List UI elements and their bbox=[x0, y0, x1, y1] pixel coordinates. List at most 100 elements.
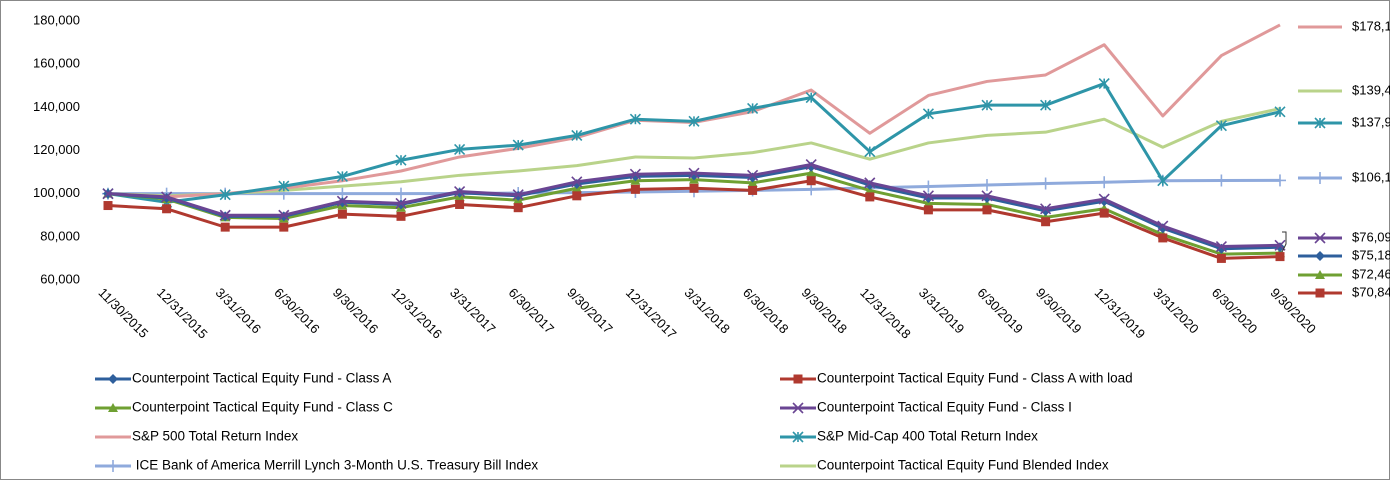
legend-label: Counterpoint Tactical Equity Fund - Clas… bbox=[132, 400, 393, 415]
marker-shape bbox=[1275, 252, 1285, 262]
point-marker bbox=[1157, 220, 1169, 232]
y-tick-label: 180,000 bbox=[33, 12, 80, 27]
marker-shape bbox=[162, 204, 172, 214]
point-marker bbox=[629, 168, 641, 180]
point-marker bbox=[219, 189, 231, 201]
point-marker bbox=[395, 197, 407, 209]
y-tick-label: 160,000 bbox=[33, 56, 80, 71]
point-marker bbox=[396, 211, 406, 221]
y-tick-label: 60,000 bbox=[40, 271, 80, 286]
series-line bbox=[107, 107, 1281, 198]
end-value-label: $72,464 bbox=[1352, 266, 1390, 281]
point-marker bbox=[747, 169, 759, 181]
marker-shape bbox=[220, 222, 230, 232]
marker-stroke bbox=[512, 189, 524, 201]
point-marker bbox=[922, 190, 934, 202]
end-value-label: $139,431 bbox=[1352, 82, 1390, 97]
point-marker bbox=[1041, 217, 1051, 227]
marker-stroke bbox=[102, 188, 114, 200]
end-value-label: $178,190 bbox=[1352, 18, 1390, 33]
point-marker bbox=[1040, 99, 1052, 111]
legend-label: S&P Mid-Cap 400 Total Return Index bbox=[817, 429, 1038, 444]
point-marker bbox=[454, 185, 466, 198]
point-marker bbox=[1039, 177, 1052, 190]
point-marker bbox=[512, 189, 524, 201]
point-marker bbox=[336, 170, 348, 182]
legend-label: Counterpoint Tactical Equity Fund - Clas… bbox=[132, 371, 391, 386]
point-marker bbox=[572, 191, 582, 201]
point-marker bbox=[1275, 252, 1285, 262]
point-marker bbox=[336, 195, 348, 207]
marker-stroke bbox=[454, 185, 466, 198]
point-marker bbox=[805, 183, 818, 196]
marker-shape bbox=[865, 192, 875, 202]
point-marker bbox=[1274, 106, 1286, 118]
marker-stroke bbox=[1040, 203, 1052, 215]
point-marker bbox=[219, 209, 231, 221]
point-marker bbox=[748, 185, 758, 195]
point-marker bbox=[1315, 270, 1325, 279]
marker-shape bbox=[806, 176, 816, 186]
y-tick-label: 140,000 bbox=[33, 99, 80, 114]
point-marker bbox=[1216, 253, 1226, 263]
point-marker bbox=[922, 180, 935, 193]
point-marker bbox=[103, 201, 113, 211]
marker-shape bbox=[1041, 217, 1051, 227]
marker-stroke bbox=[1274, 239, 1286, 251]
point-marker bbox=[161, 191, 173, 203]
marker-stroke bbox=[278, 209, 290, 221]
end-value-label: $137,925 bbox=[1352, 114, 1390, 129]
marker-stroke bbox=[981, 190, 993, 202]
point-marker bbox=[278, 180, 290, 192]
point-marker bbox=[793, 374, 803, 384]
marker-shape bbox=[689, 183, 699, 193]
point-marker bbox=[1158, 233, 1168, 243]
point-marker bbox=[107, 460, 119, 472]
marker-stroke bbox=[1157, 220, 1169, 232]
y-tick-label: 120,000 bbox=[33, 142, 80, 157]
marker-shape bbox=[1216, 253, 1226, 263]
legend-label: Counterpoint Tactical Equity Fund - Clas… bbox=[817, 400, 1072, 415]
point-marker bbox=[1314, 232, 1326, 244]
point-marker bbox=[1098, 176, 1111, 189]
marker-stroke bbox=[336, 195, 348, 207]
point-marker bbox=[1274, 174, 1286, 187]
marker-stroke bbox=[864, 177, 876, 189]
marker-stroke bbox=[219, 209, 231, 221]
leader-line bbox=[1281, 231, 1287, 253]
point-marker bbox=[512, 139, 524, 151]
point-marker bbox=[395, 154, 407, 166]
point-marker bbox=[864, 177, 876, 189]
point-marker bbox=[1215, 240, 1227, 253]
point-marker bbox=[1215, 174, 1228, 187]
point-marker bbox=[1040, 203, 1052, 215]
point-marker bbox=[688, 167, 700, 179]
marker-stroke bbox=[1314, 232, 1326, 244]
point-marker bbox=[278, 209, 290, 221]
point-marker bbox=[982, 205, 992, 215]
marker-stroke bbox=[1215, 240, 1227, 253]
marker-shape bbox=[103, 201, 113, 211]
marker-shape bbox=[793, 374, 803, 384]
marker-shape bbox=[1315, 270, 1325, 279]
point-marker bbox=[805, 158, 817, 171]
marker-stroke bbox=[792, 402, 804, 414]
point-marker bbox=[981, 179, 993, 192]
point-marker bbox=[1314, 172, 1326, 184]
point-marker bbox=[630, 184, 640, 194]
point-marker bbox=[1098, 193, 1110, 205]
point-marker bbox=[337, 209, 347, 219]
point-marker bbox=[571, 176, 583, 188]
point-marker bbox=[571, 129, 583, 141]
marker-shape bbox=[748, 185, 758, 195]
point-marker bbox=[864, 146, 876, 158]
point-marker bbox=[689, 183, 699, 193]
marker-shape bbox=[1099, 208, 1109, 218]
point-marker bbox=[108, 374, 118, 384]
point-marker bbox=[792, 402, 804, 414]
point-marker bbox=[981, 190, 993, 202]
point-marker bbox=[455, 199, 465, 209]
point-marker bbox=[1215, 120, 1227, 132]
